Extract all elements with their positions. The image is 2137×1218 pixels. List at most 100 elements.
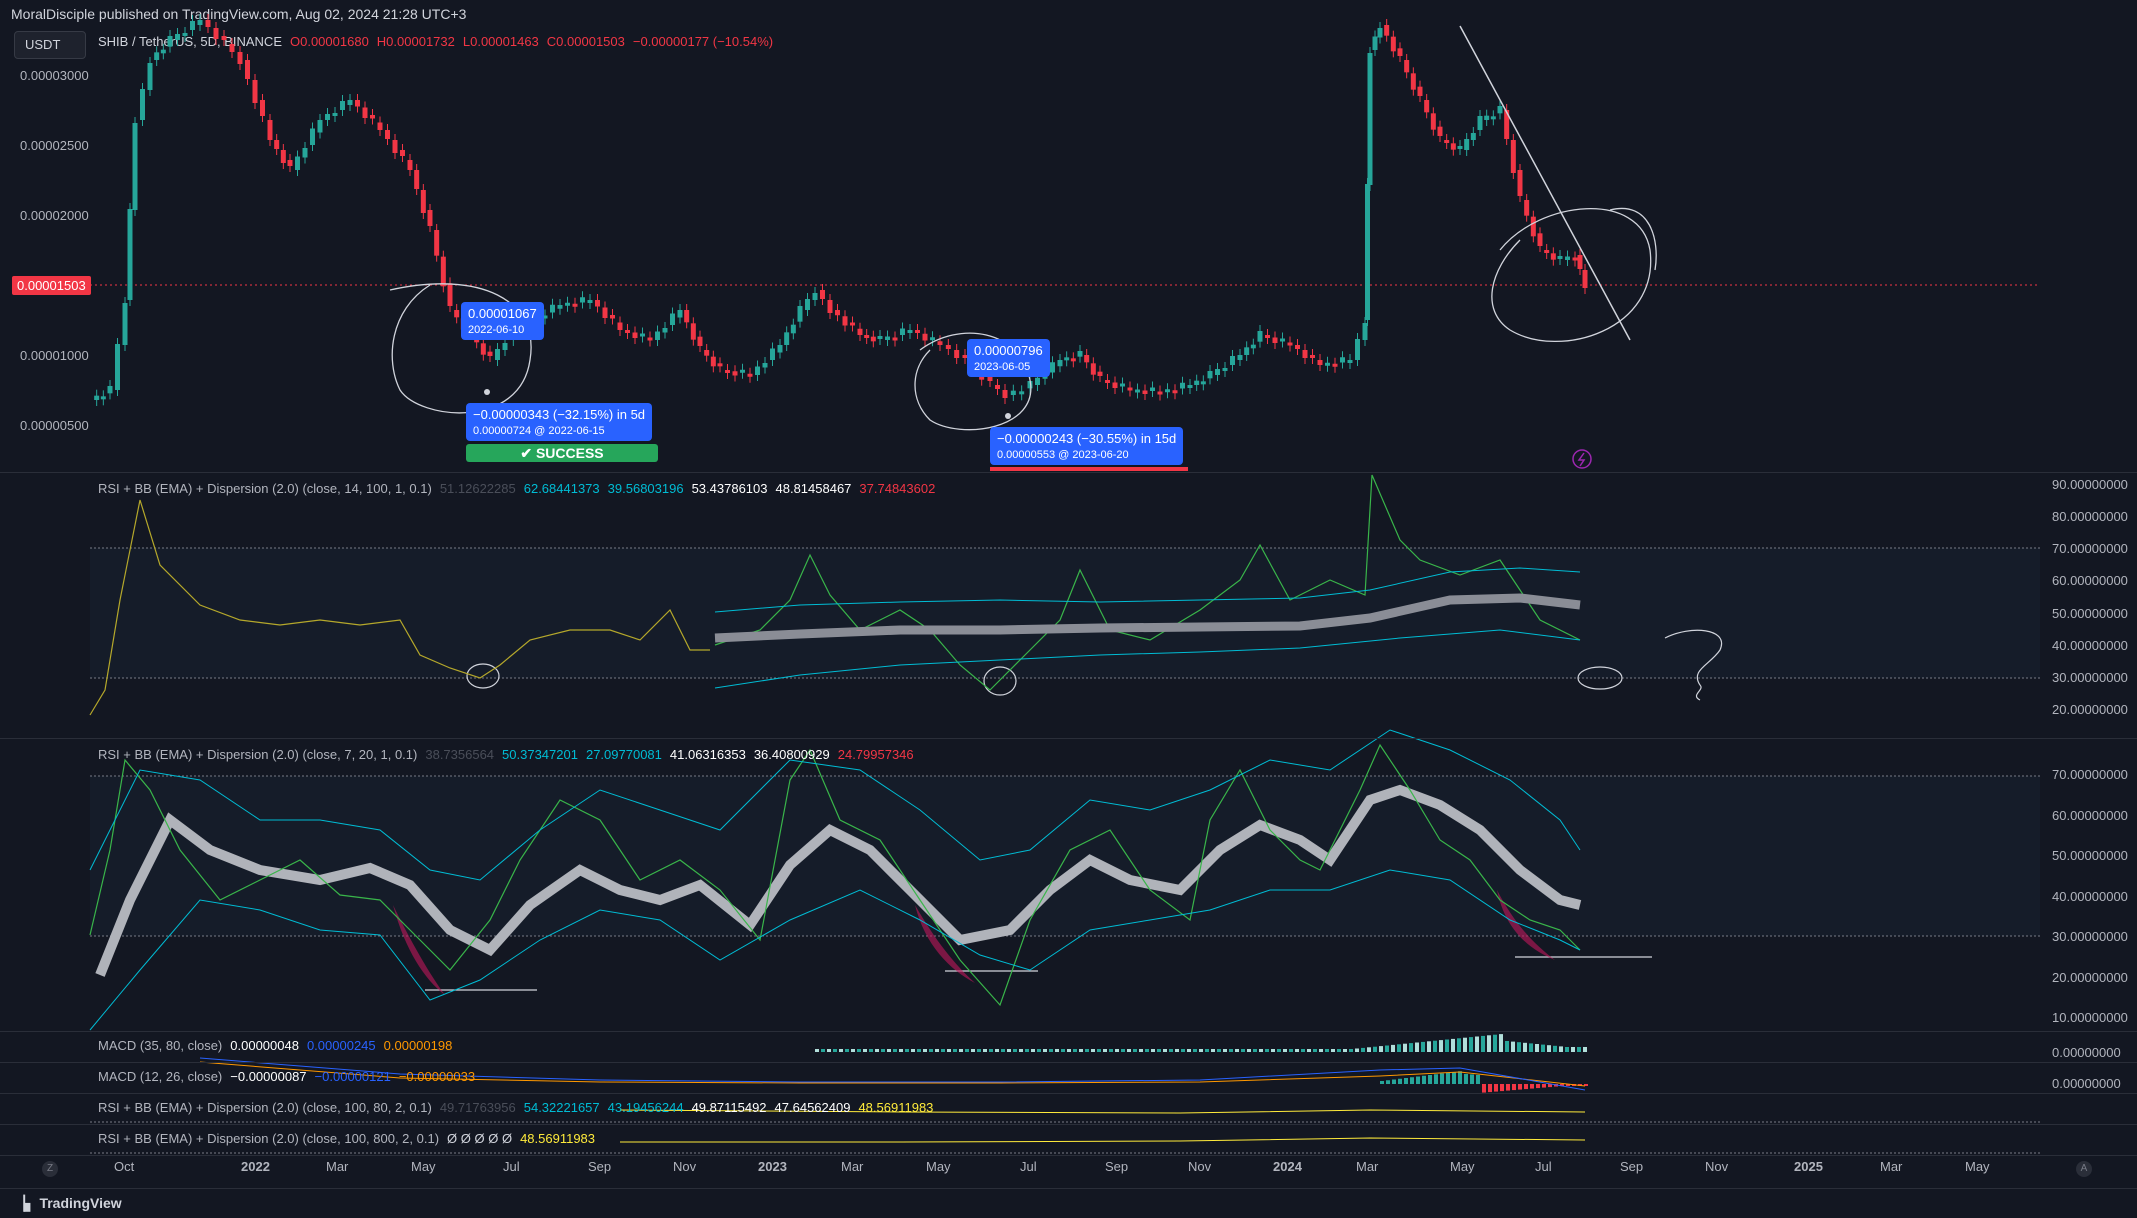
candle-body bbox=[732, 371, 738, 376]
macd-bar bbox=[1037, 1049, 1041, 1052]
macd-bar bbox=[1097, 1049, 1101, 1052]
macd-bar bbox=[923, 1049, 927, 1052]
rsi1-axis-label: 20.00000000 bbox=[2052, 702, 2128, 717]
candle-body bbox=[400, 150, 405, 156]
candle-body bbox=[587, 300, 593, 303]
candle-body bbox=[625, 330, 630, 333]
candle-body bbox=[1355, 339, 1360, 360]
candle-body bbox=[1557, 256, 1563, 259]
rsi1-axis-label: 80.00000000 bbox=[2052, 509, 2128, 524]
rsi2-bb-basis bbox=[95, 784, 1582, 977]
measure-bubble[interactable]: −0.00000243 (−30.55%) in 15d 0.00000553 … bbox=[990, 427, 1184, 465]
measure-bubble[interactable]: −0.00000343 (−32.15%) in 5d 0.00000724 @… bbox=[466, 403, 653, 441]
macd-bar bbox=[1391, 1044, 1395, 1052]
pane-divider[interactable] bbox=[0, 1031, 2137, 1032]
candle-body bbox=[987, 376, 993, 381]
macd-bar bbox=[899, 1049, 903, 1052]
candle-body bbox=[325, 114, 330, 120]
macd-bar bbox=[1295, 1049, 1299, 1052]
price-axis-label: 0.00002500 bbox=[20, 138, 89, 153]
tradingview-logo[interactable]: ▕▖ TradingView bbox=[14, 1195, 122, 1212]
macd-bar bbox=[1031, 1049, 1035, 1052]
rsi1-legend[interactable]: RSI + BB (EMA) + Dispersion (2.0) (close… bbox=[98, 481, 943, 496]
candle-body bbox=[1027, 381, 1033, 389]
symbol-name[interactable]: SHIB / TetherUS, 5D, BINANCE bbox=[98, 34, 282, 49]
macd-bar bbox=[1205, 1049, 1209, 1052]
candle-body bbox=[127, 209, 133, 300]
macd-bar bbox=[1529, 1043, 1533, 1052]
candle-body bbox=[885, 336, 890, 340]
candle-body bbox=[1477, 116, 1483, 130]
candle-body bbox=[495, 349, 500, 360]
time-axis-label: 2025 bbox=[1794, 1159, 1823, 1174]
pane-divider[interactable] bbox=[0, 1062, 2137, 1063]
candle-body bbox=[1207, 371, 1213, 379]
pane-divider[interactable] bbox=[0, 472, 2137, 473]
macd1-legend[interactable]: MACD (35, 80, close) 0.00000048 0.00000245… bbox=[98, 1038, 460, 1053]
macd-bar bbox=[1584, 1084, 1588, 1086]
candle-body bbox=[1112, 382, 1118, 388]
candle-body bbox=[1332, 363, 1338, 367]
macd-bar bbox=[1439, 1040, 1443, 1052]
rsi3-value: 43.19456244 bbox=[607, 1100, 684, 1115]
candle-body bbox=[332, 113, 338, 116]
rsi3-legend[interactable]: RSI + BB (EMA) + Dispersion (2.0) (close… bbox=[98, 1100, 941, 1115]
pane-divider[interactable] bbox=[0, 1155, 2137, 1156]
macd-bar bbox=[1427, 1041, 1431, 1052]
candle-body bbox=[1064, 357, 1070, 361]
candle-body bbox=[1237, 355, 1243, 360]
macd-bar bbox=[1511, 1041, 1515, 1052]
macd-bar bbox=[1247, 1049, 1251, 1052]
candle-body bbox=[100, 396, 106, 400]
candle-body bbox=[922, 333, 928, 341]
candle-body bbox=[1050, 362, 1055, 373]
rsi1-band-fill bbox=[90, 548, 2040, 678]
macd-bar bbox=[887, 1049, 891, 1052]
candle-body bbox=[1325, 362, 1330, 366]
candle-body bbox=[1135, 389, 1140, 393]
pane-divider[interactable] bbox=[0, 1124, 2137, 1125]
pane-divider[interactable] bbox=[0, 1093, 2137, 1094]
rsi2-legend[interactable]: RSI + BB (EMA) + Dispersion (2.0) (close… bbox=[98, 747, 922, 762]
candle-body bbox=[1180, 382, 1185, 389]
candle-body bbox=[1490, 116, 1496, 120]
candle-body bbox=[229, 44, 235, 52]
macd-bar bbox=[1175, 1049, 1179, 1052]
candle-body bbox=[407, 160, 413, 170]
macd-bar bbox=[1151, 1049, 1155, 1052]
macd-bar bbox=[1379, 1046, 1383, 1052]
rsi1-line bbox=[714, 474, 1581, 691]
macd1-title: MACD (35, 80, close) bbox=[98, 1038, 223, 1053]
rsi3-title: RSI + BB (EMA) + Dispersion (2.0) (close… bbox=[98, 1100, 432, 1115]
candle-body bbox=[1390, 36, 1396, 52]
candle-body bbox=[440, 256, 446, 287]
auto-scale-button[interactable]: A bbox=[2076, 1161, 2092, 1177]
macd-bar bbox=[1271, 1049, 1275, 1052]
candle-body bbox=[1577, 255, 1583, 269]
circle-drawing bbox=[1491, 208, 1652, 343]
candle-body bbox=[427, 210, 433, 226]
candle-body bbox=[777, 345, 783, 353]
currency-button[interactable]: USDT bbox=[14, 31, 86, 59]
macd-bar bbox=[1577, 1047, 1581, 1052]
rsi4-legend[interactable]: RSI + BB (EMA) + Dispersion (2.0) (close… bbox=[98, 1131, 603, 1146]
candle-body bbox=[864, 335, 870, 338]
zoom-left-button[interactable]: Z bbox=[42, 1161, 58, 1177]
price-label-bubble[interactable]: 0.00001067 2022-06-10 bbox=[461, 302, 544, 340]
rsi1-value: 48.81458467 bbox=[775, 481, 852, 496]
candle-body bbox=[1530, 216, 1536, 237]
candle-body bbox=[213, 28, 219, 39]
macd-bar bbox=[1139, 1049, 1143, 1052]
candle-body bbox=[640, 333, 645, 337]
pane-divider[interactable] bbox=[0, 738, 2137, 739]
price-label-bubble[interactable]: 0.00000796 2023-06-05 bbox=[967, 339, 1050, 377]
macd-bar bbox=[1476, 1074, 1480, 1084]
macd-bar bbox=[1109, 1049, 1113, 1052]
candle-body bbox=[930, 337, 935, 341]
macd2-legend[interactable]: MACD (12, 26, close) −0.00000087 −0.000001… bbox=[98, 1069, 483, 1084]
candle-body bbox=[1230, 356, 1235, 365]
candle-body bbox=[697, 336, 703, 346]
time-axis-label: Oct bbox=[114, 1159, 135, 1174]
candle-body bbox=[725, 370, 730, 373]
